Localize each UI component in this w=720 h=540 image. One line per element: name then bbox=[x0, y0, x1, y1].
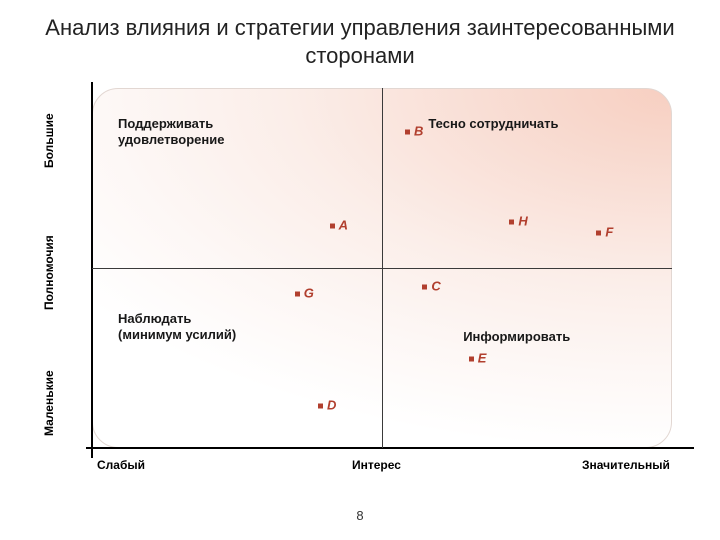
point-b: B bbox=[405, 124, 423, 139]
x-axis-center-label: Интерес bbox=[352, 458, 401, 472]
quadrant-top-left-label: Поддерживать удовлетворение bbox=[118, 116, 278, 149]
dot-icon bbox=[318, 403, 323, 408]
point-c: C bbox=[422, 279, 440, 294]
stakeholder-matrix: Большие Полномочия Маленькие Поддерживат… bbox=[42, 88, 692, 488]
quadrant-bottom-left-label: Наблюдать (минимум усилий) bbox=[118, 311, 238, 344]
y-axis-high-label: Большие bbox=[42, 96, 60, 186]
dot-icon bbox=[422, 285, 427, 290]
page-number: 8 bbox=[0, 508, 720, 523]
quadrant-bottom-right-label: Информировать bbox=[463, 329, 570, 345]
point-d: D bbox=[318, 397, 336, 412]
x-axis-line bbox=[86, 447, 694, 449]
dot-icon bbox=[330, 223, 335, 228]
horizontal-divider bbox=[92, 268, 672, 269]
dot-icon bbox=[469, 357, 474, 362]
point-a: A bbox=[330, 217, 348, 232]
plot-area: Поддерживать удовлетворение Тесно сотруд… bbox=[92, 88, 672, 448]
point-g: G bbox=[295, 286, 314, 301]
dot-icon bbox=[295, 292, 300, 297]
dot-icon bbox=[509, 220, 514, 225]
x-axis-high-label: Значительный bbox=[582, 458, 670, 472]
dot-icon bbox=[405, 130, 410, 135]
point-f: F bbox=[596, 225, 613, 240]
point-h: H bbox=[509, 214, 527, 229]
page-title: Анализ влияния и стратегии управления за… bbox=[0, 0, 720, 77]
x-axis-low-label: Слабый bbox=[97, 458, 145, 472]
quadrant-top-right-label: Тесно сотрудничать bbox=[428, 116, 558, 132]
y-axis-center-label: Полномочия bbox=[42, 218, 60, 328]
y-axis-low-label: Маленькие bbox=[42, 358, 60, 448]
point-e: E bbox=[469, 351, 487, 366]
y-axis-line bbox=[91, 82, 93, 458]
dot-icon bbox=[596, 231, 601, 236]
